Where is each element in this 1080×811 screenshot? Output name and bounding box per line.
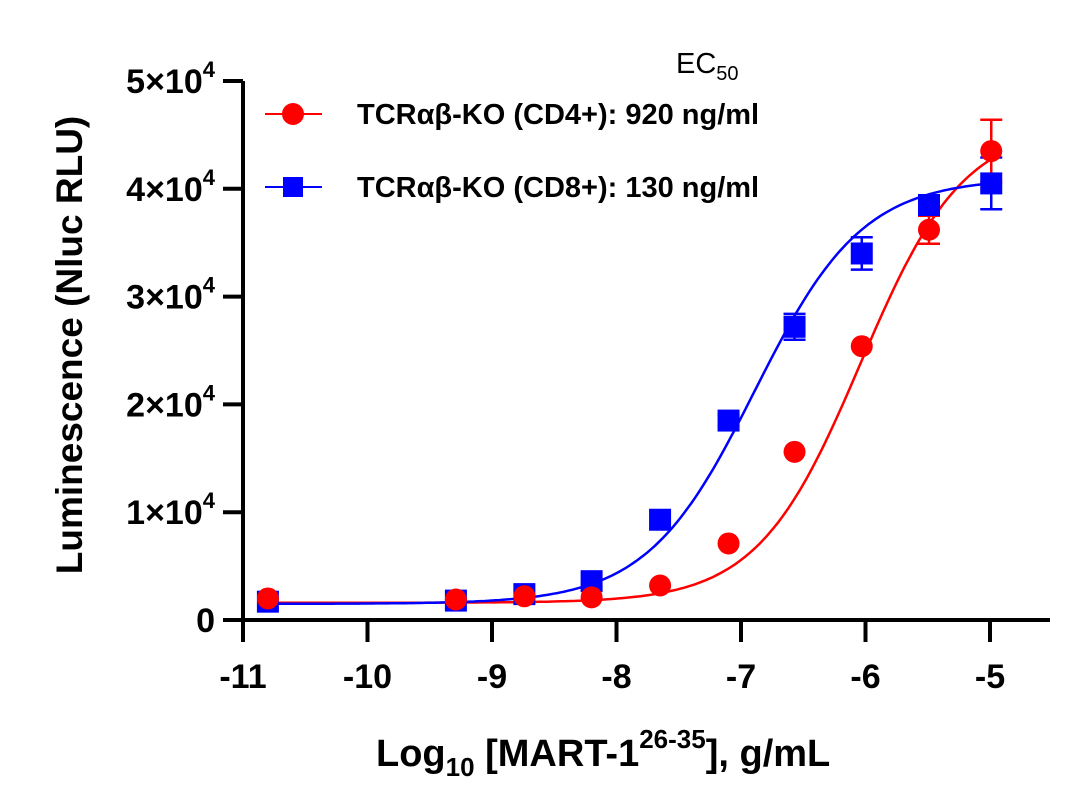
legend: EC50 TCRαβ-KO (CD4+): 920 ng/ml TCRαβ-KO… bbox=[265, 48, 759, 204]
x-tick-label: -8 bbox=[601, 658, 631, 696]
data-point-cd4 bbox=[980, 140, 1003, 163]
data-point-cd8 bbox=[783, 315, 806, 338]
y-tick-exponent: 4 bbox=[203, 165, 216, 190]
data-point-cd8 bbox=[649, 508, 672, 531]
x-axis-title-tail: ], g/mL bbox=[706, 733, 831, 775]
y-tick-exponent: 4 bbox=[203, 273, 216, 298]
y-tick-mantissa: 3×10 bbox=[126, 279, 203, 317]
y-tick-mantissa: 1×10 bbox=[126, 494, 203, 532]
x-tick-label: -9 bbox=[477, 658, 507, 696]
legend-item-cd4: TCRαβ-KO (CD4+): 920 ng/ml bbox=[265, 99, 759, 131]
x-tick-label: -11 bbox=[219, 658, 266, 696]
data-point-cd4 bbox=[917, 218, 940, 241]
y-tick-exponent: 4 bbox=[203, 488, 216, 513]
data-point-cd4 bbox=[717, 532, 740, 555]
data-point-cd8 bbox=[580, 570, 603, 593]
data-points bbox=[256, 140, 1003, 613]
legend-label-cd8: TCRαβ-KO (CD8+): 130 ng/ml bbox=[357, 172, 759, 204]
data-point-cd8 bbox=[717, 409, 740, 432]
data-point-cd8 bbox=[980, 172, 1003, 195]
data-point-cd8 bbox=[850, 242, 873, 265]
fit-curves bbox=[267, 158, 992, 606]
data-point-cd4 bbox=[580, 586, 603, 609]
y-tick-label: 4×104 bbox=[126, 165, 216, 209]
data-point-cd4 bbox=[649, 574, 672, 597]
y-tick-mantissa: 0 bbox=[196, 602, 215, 640]
legend-header-sub: 50 bbox=[716, 63, 738, 85]
y-tick-label: 5×104 bbox=[126, 57, 216, 101]
x-axis-title-sub: 10 bbox=[446, 752, 475, 782]
y-tick-exponent: 4 bbox=[203, 380, 216, 405]
data-point-cd4 bbox=[513, 585, 536, 608]
y-tick-label: 1×104 bbox=[126, 488, 216, 532]
y-tick-exponent: 4 bbox=[203, 57, 216, 82]
legend-header: EC50 bbox=[676, 48, 739, 85]
y-tick-label: 3×104 bbox=[126, 273, 216, 317]
y-tick-label: 0 bbox=[196, 602, 215, 640]
y-tick-mantissa: 4×10 bbox=[126, 171, 203, 209]
x-axis-title: Log10 [MART-126-35], g/mL bbox=[376, 724, 830, 782]
x-tick-label: -7 bbox=[726, 658, 756, 696]
x-axis-title-sup: 26-35 bbox=[639, 724, 706, 754]
legend-label-cd4: TCRαβ-KO (CD4+): 920 ng/ml bbox=[357, 99, 759, 131]
legend-item-cd8: TCRαβ-KO (CD8+): 130 ng/ml bbox=[265, 172, 759, 204]
y-tick-label: 2×104 bbox=[126, 380, 216, 424]
data-point-cd4 bbox=[256, 587, 279, 610]
data-point-cd4 bbox=[444, 588, 467, 611]
y-axis-title: Luminescence (Nluc RLU) bbox=[49, 116, 90, 574]
x-axis-title-main: Log bbox=[376, 733, 446, 775]
fit-curve-cd4 bbox=[267, 158, 992, 604]
y-tick-mantissa: 2×10 bbox=[126, 386, 203, 424]
x-tick-label: -5 bbox=[975, 658, 1005, 696]
data-point-cd4 bbox=[850, 335, 873, 358]
y-tick-mantissa: 5×10 bbox=[126, 63, 203, 101]
legend-header-main: EC bbox=[676, 48, 716, 80]
legend-marker-square bbox=[283, 177, 303, 197]
x-tick-label: -10 bbox=[343, 658, 392, 696]
fit-curve-cd8 bbox=[267, 182, 992, 606]
legend-marker-circle bbox=[282, 103, 304, 125]
x-tick-label: -6 bbox=[850, 658, 880, 696]
data-point-cd8 bbox=[917, 193, 940, 216]
data-point-cd4 bbox=[783, 440, 806, 463]
x-axis-title-mid: [MART-1 bbox=[475, 733, 640, 775]
